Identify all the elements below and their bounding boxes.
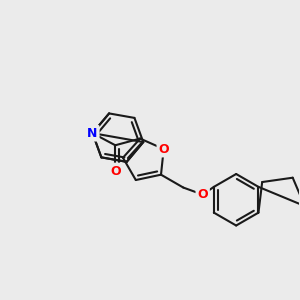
Text: O: O xyxy=(158,142,169,156)
Text: N: N xyxy=(87,127,98,140)
Text: O: O xyxy=(110,164,121,178)
Text: O: O xyxy=(197,188,208,201)
